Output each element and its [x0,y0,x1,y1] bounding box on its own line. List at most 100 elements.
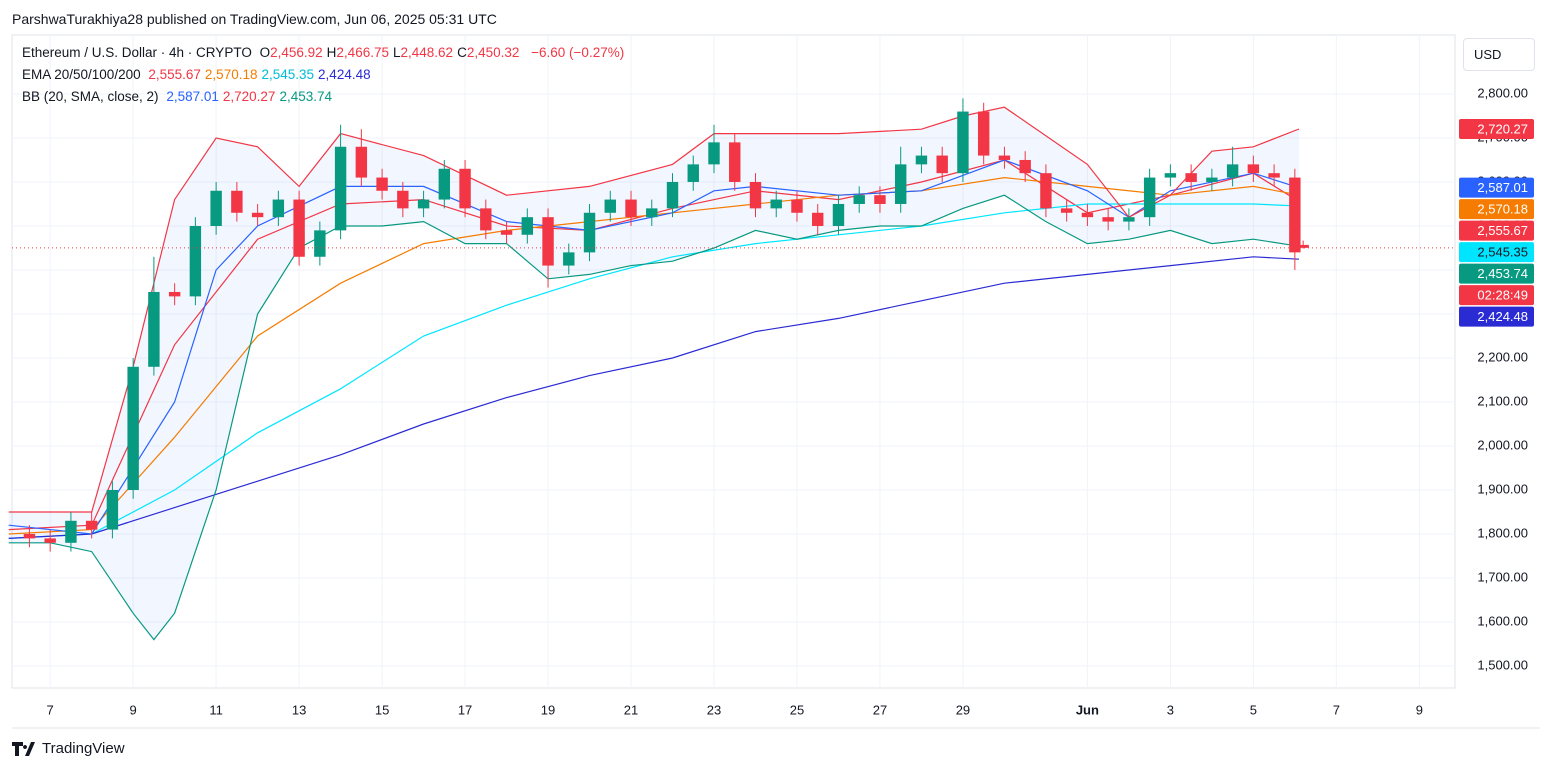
candle-body [749,181,762,209]
ohlc-key: O [259,45,271,60]
indicator-line [8,194,1300,641]
candle-body [438,168,451,200]
candle-body [874,195,886,204]
candle-body [106,489,119,530]
candle-body [770,199,782,209]
currency-button[interactable]: USD [1463,38,1535,71]
candle-body [1206,177,1218,182]
candle-body [148,291,160,367]
price-label: 2,720.27 [1477,121,1528,136]
ohlc-value: 2,456.92 [270,45,323,60]
candle-body [1164,173,1177,178]
price-label: 2,570.18 [1477,202,1528,217]
x-tick-label: 17 [458,702,472,717]
candle-body [1060,208,1073,213]
x-tick-label: 3 [1167,702,1174,717]
candle-body [65,520,77,543]
candle-body [1185,173,1197,182]
ema-value: 2,545.35 [261,67,315,82]
x-tick-label: 9 [1416,702,1423,717]
x-tick-label: 27 [873,702,887,717]
ohlc-value: 2,450.32 [466,45,520,60]
candle-body [314,230,326,257]
candle-body [23,533,36,539]
candle-body [231,190,243,213]
ohlc-value: 2,448.62 [400,45,454,60]
x-tick-label: 7 [1333,702,1340,717]
candle-body [563,252,575,266]
x-tick-label: 21 [624,702,638,717]
price-label-box [1459,242,1534,263]
candle-body [1081,212,1094,218]
ohlc-value: 2,466.75 [336,45,389,60]
y-tick-label: 1,700.00 [1477,569,1528,584]
bb-label: BB (20, SMA, close, 2) [22,89,159,104]
candle-body [168,291,181,297]
candle-body [1297,244,1309,248]
plot-border [11,34,1456,689]
candle-body [189,225,202,297]
candle-body [459,168,471,209]
candle-body [480,208,492,231]
candle-body [1040,173,1052,209]
x-tick-label: 9 [130,702,137,717]
price-label-box [1459,306,1534,327]
x-tick-label: 7 [47,702,54,717]
ohlc: O2,456.92 H2,466.75 L2,448.62 C2,450.32 [260,45,524,60]
candle-body [127,366,139,490]
y-tick-label: 1,800.00 [1477,525,1528,540]
ohlc-key: C [457,45,467,60]
x-tick-label: 5 [1250,702,1257,717]
candle-body [1268,173,1280,178]
candle-body [915,155,928,165]
candle-body [998,155,1011,160]
x-tick-label: 23 [707,702,721,717]
candle-body [1143,177,1156,218]
price-label: 2,424.48 [1477,309,1528,324]
candle-body [708,142,720,165]
x-tick-label: 25 [790,702,804,717]
indicator-line [8,256,1300,539]
candle-body [272,199,285,218]
candle-body [1289,177,1301,253]
candle-body [1226,164,1239,178]
candle-body [542,217,554,266]
ema-values: 2,555.67 2,570.18 2,545.35 2,424.48 [148,67,374,82]
candle-body [417,199,430,209]
symbol: Ethereum / U.S. Dollar · 4h · CRYPTO [22,45,252,60]
bb-value: 2,587.01 [166,89,219,104]
candle-body [210,190,222,226]
x-tick-label: 11 [209,702,223,717]
attribution: ParshwaTurakhiya28 published on TradingV… [12,11,497,27]
bb-value: 2,720.27 [222,89,276,104]
candle-body [355,146,368,178]
candle-body [957,111,969,174]
ema-value: 2,570.18 [204,67,258,82]
price-label: 2,545.35 [1477,245,1528,260]
candle-body [583,212,596,253]
candle-body [500,230,513,235]
y-tick-label: 2,200.00 [1477,349,1528,364]
price-label-box [1459,177,1534,198]
ohlc-key: H [326,45,337,60]
ema-legend: EMA 20/50/100/200 2,555.67 2,570.18 2,545.… [22,67,379,82]
x-tick-label: 13 [292,702,306,717]
bb-legend: BB (20, SMA, close, 2) 2,587.01 2,720.27 2… [22,89,340,104]
price-label: 02:28:49 [1477,288,1528,303]
indicator-line [8,203,1300,539]
price-label-box [1459,199,1534,220]
candle-body [894,164,907,204]
change: −6.60 (−0.27%) [531,45,625,60]
y-tick-label: 1,900.00 [1477,481,1528,496]
candle-body [729,142,741,182]
candle-body [44,538,56,543]
candle-body [293,199,305,257]
candle-body [625,199,637,218]
price-label-box [1459,263,1534,284]
x-tick-label: 19 [541,702,555,717]
y-tick-label: 1,500.00 [1477,657,1528,672]
brand-logo [12,741,35,756]
candle-body [791,199,803,213]
symbol-legend: Ethereum / U.S. Dollar · 4h · CRYPTO O2,… [22,45,628,60]
candle-body [85,520,98,530]
